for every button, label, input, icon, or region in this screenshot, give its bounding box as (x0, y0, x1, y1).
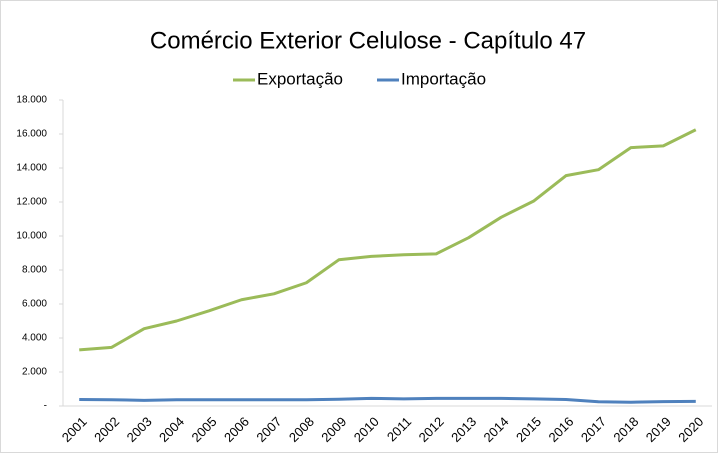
y-tick-label: 12.000 (16, 197, 47, 208)
series-line (79, 396, 696, 404)
y-tick-label: 10.000 (16, 231, 47, 242)
y-tick-label: 2.000 (22, 367, 47, 378)
legend-label: Exportação (257, 69, 343, 88)
chart-title: Comércio Exterior Celulose - Capítulo 47 (150, 27, 586, 54)
y-tick-label: 14.000 (16, 163, 47, 174)
legend-label: Importação (401, 69, 486, 88)
y-tick-label: 4.000 (22, 333, 47, 344)
y-tick-label: 6.000 (22, 299, 47, 310)
y-tick-label: 18.000 (16, 95, 47, 106)
y-tick-label: 16.000 (16, 129, 47, 140)
series-line (79, 128, 697, 352)
y-tick-label: 8.000 (22, 265, 47, 276)
y-tick-label: - (44, 401, 47, 412)
